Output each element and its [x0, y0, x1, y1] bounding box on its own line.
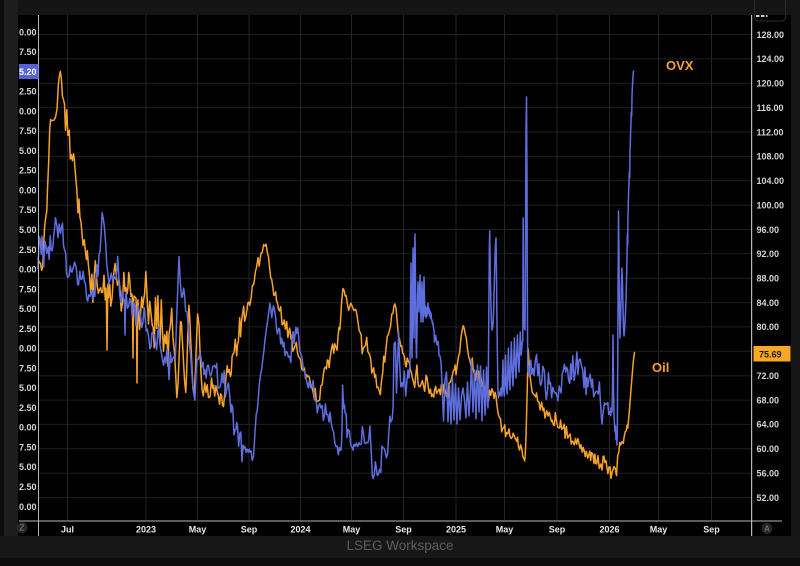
svg-text:52.00: 52.00: [757, 493, 780, 503]
svg-text:Oil: Oil: [652, 360, 669, 375]
svg-text:0.00: 0.00: [19, 186, 37, 196]
svg-text:0.00: 0.00: [19, 265, 37, 275]
svg-text:May: May: [343, 525, 361, 535]
svg-text:5.00: 5.00: [19, 304, 37, 314]
svg-text:7.50: 7.50: [19, 443, 37, 453]
svg-text:2.50: 2.50: [19, 482, 37, 492]
svg-text:Sep: Sep: [241, 525, 258, 535]
svg-text:A: A: [764, 525, 770, 534]
svg-text:5.20: 5.20: [19, 67, 37, 77]
svg-text:80.00: 80.00: [757, 322, 780, 332]
svg-text:Z: Z: [20, 524, 25, 533]
svg-text:0.00: 0.00: [19, 423, 37, 433]
svg-text:72.00: 72.00: [757, 371, 780, 381]
svg-text:2025: 2025: [446, 525, 466, 535]
svg-text:2.50: 2.50: [19, 166, 37, 176]
svg-text:92.00: 92.00: [757, 249, 780, 259]
svg-text:0.00: 0.00: [19, 106, 37, 116]
svg-text:0.00: 0.00: [19, 27, 37, 37]
svg-text:Jul: Jul: [61, 525, 74, 535]
svg-text:LSEG Workspace: LSEG Workspace: [346, 538, 453, 553]
svg-text:0.00: 0.00: [19, 344, 37, 354]
svg-text:May: May: [650, 525, 668, 535]
svg-text:7.50: 7.50: [19, 363, 37, 373]
svg-text:OVX: OVX: [666, 58, 694, 73]
svg-text:5.00: 5.00: [19, 383, 37, 393]
svg-text:2023: 2023: [136, 525, 156, 535]
svg-text:7.50: 7.50: [19, 205, 37, 215]
svg-text:5.00: 5.00: [19, 146, 37, 156]
svg-text:5.00: 5.00: [19, 462, 37, 472]
svg-text:96.00: 96.00: [757, 225, 780, 235]
svg-text:2.50: 2.50: [19, 87, 37, 97]
svg-text:104.00: 104.00: [757, 176, 785, 186]
svg-text:2.50: 2.50: [19, 403, 37, 413]
svg-text:56.00: 56.00: [757, 469, 780, 479]
svg-text:5.00: 5.00: [19, 225, 37, 235]
svg-text:120.00: 120.00: [757, 79, 785, 89]
svg-text:2026: 2026: [599, 525, 619, 535]
svg-text:7.50: 7.50: [19, 47, 37, 57]
svg-text:60.00: 60.00: [757, 444, 780, 454]
svg-text:May: May: [496, 525, 514, 535]
svg-text:124.00: 124.00: [757, 54, 785, 64]
svg-text:64.00: 64.00: [757, 420, 780, 430]
svg-text:Sep: Sep: [395, 525, 412, 535]
svg-text:7.50: 7.50: [19, 126, 37, 136]
svg-text:Sep: Sep: [549, 525, 566, 535]
svg-text:112.00: 112.00: [757, 127, 784, 137]
svg-text:2.50: 2.50: [19, 324, 37, 334]
svg-text:108.00: 108.00: [757, 152, 785, 162]
svg-text:2024: 2024: [290, 525, 310, 535]
svg-text:0.00: 0.00: [19, 502, 37, 512]
svg-text:100.00: 100.00: [757, 200, 785, 210]
svg-text:7.50: 7.50: [19, 284, 37, 294]
svg-text:2.50: 2.50: [19, 245, 37, 255]
svg-text:May: May: [189, 525, 207, 535]
svg-text:Sep: Sep: [703, 525, 720, 535]
svg-text:88.00: 88.00: [757, 274, 780, 284]
svg-text:128.00: 128.00: [757, 30, 785, 40]
svg-text:84.00: 84.00: [757, 298, 780, 308]
svg-text:68.00: 68.00: [757, 395, 780, 405]
svg-text:116.00: 116.00: [757, 103, 784, 113]
svg-text:75.69: 75.69: [759, 349, 782, 359]
